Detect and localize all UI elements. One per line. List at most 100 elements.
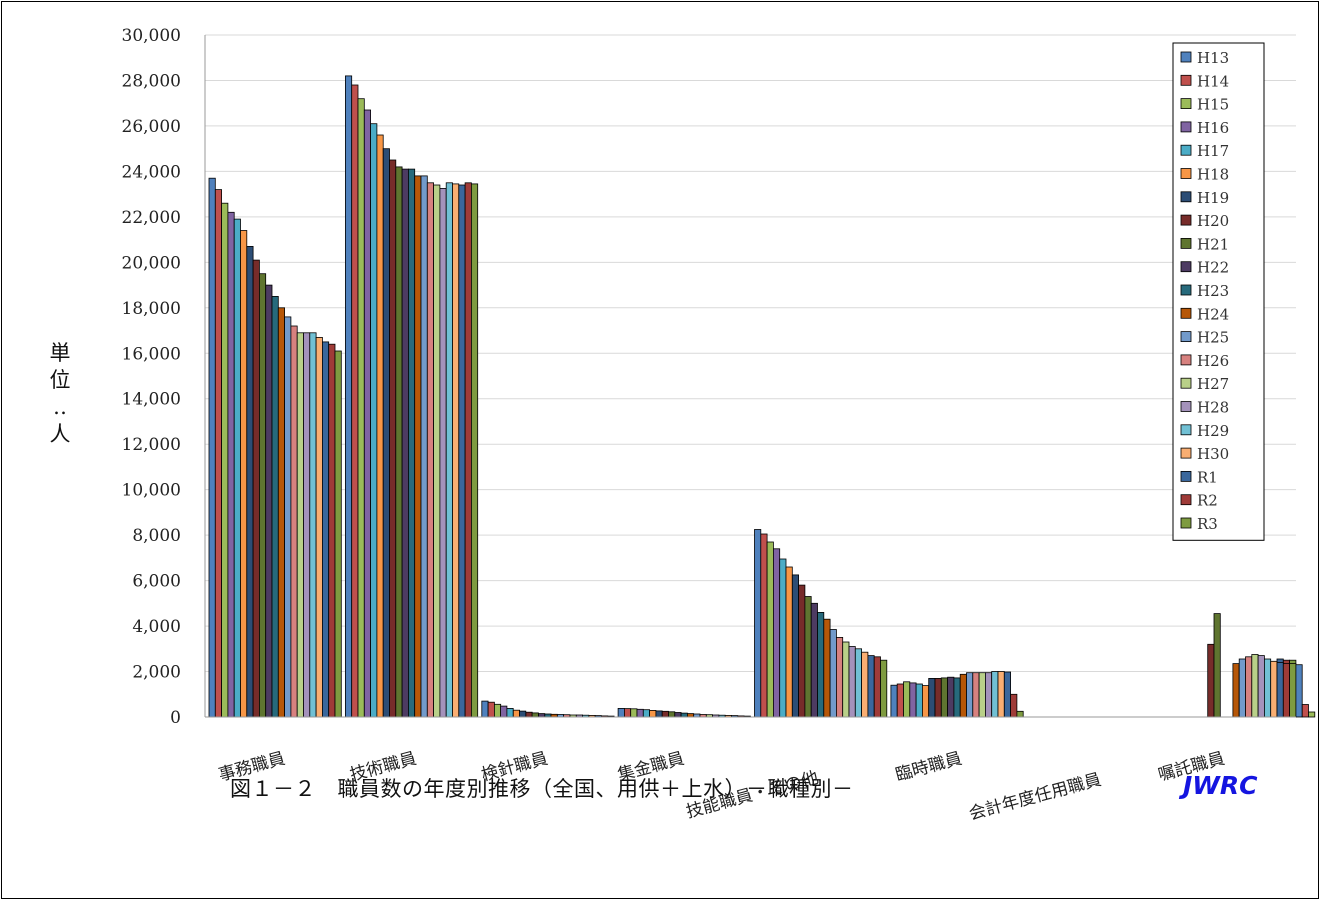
- bar-H18-1: [376, 134, 384, 718]
- bar-H13-4: [754, 529, 762, 718]
- bar-H18-0: [240, 230, 248, 718]
- legend-label: H29: [1197, 422, 1229, 440]
- bar-H20-7: [1207, 643, 1215, 718]
- bar-H20-0: [252, 259, 260, 718]
- legend-label: R1: [1197, 468, 1218, 486]
- y-tick-label: 18,000: [122, 299, 181, 319]
- bars-group: [208, 75, 1316, 718]
- bar-H14-0: [214, 189, 223, 718]
- legend-label: H17: [1197, 142, 1229, 160]
- bar-H23-0: [271, 295, 279, 718]
- bar-H13-5: [890, 684, 898, 718]
- bar-tail-3: [1257, 655, 1265, 718]
- y-tick-label: 22,000: [122, 208, 181, 228]
- legend-swatch: [1180, 74, 1192, 86]
- bar-H27-5: [978, 672, 986, 718]
- legend-swatch: [1180, 237, 1192, 249]
- y-tick-label: 4,000: [132, 617, 181, 637]
- bar-H28-0: [303, 332, 311, 718]
- y-tick-label: 24,000: [122, 162, 181, 182]
- bar-H14-4: [760, 533, 768, 718]
- bar-H26-4: [836, 637, 844, 718]
- legend-swatch: [1180, 354, 1192, 366]
- bar-H26-0: [290, 325, 298, 718]
- bar-H22-3: [674, 712, 682, 718]
- bar-H16-2: [500, 705, 508, 718]
- bar-H23-1: [407, 168, 416, 718]
- bar-R1-5: [1003, 671, 1011, 718]
- category-label: 臨時職員: [893, 749, 964, 786]
- y-tick-labels: 0 2,000 4,000 6,000 8,000 10,000 12,000 14,000 1…: [122, 26, 181, 728]
- bar-H16-5: [909, 682, 917, 718]
- bar-H22-2: [538, 713, 546, 718]
- bar-H24-5: [959, 673, 967, 718]
- bar-H19-5: [928, 678, 936, 718]
- category-label: 会計年度任用職員: [967, 770, 1104, 825]
- legend-label: H24: [1197, 305, 1229, 323]
- bar-H20-4: [798, 584, 806, 718]
- bar-H28-4: [848, 646, 856, 718]
- legend-swatch: [1180, 144, 1192, 156]
- legend-swatch: [1180, 261, 1192, 273]
- bar-H26-1: [426, 182, 434, 718]
- legend-label: H16: [1197, 119, 1229, 137]
- bar-H18-4: [785, 566, 793, 718]
- bar-H20-1: [389, 159, 397, 718]
- y-tick-label: 12,000: [122, 435, 181, 455]
- bar-H30-5: [997, 671, 1005, 718]
- bar-H20-5: [934, 678, 942, 718]
- bar-H24-3: [687, 713, 695, 718]
- legend-label: H20: [1197, 212, 1229, 230]
- legend-swatch: [1180, 284, 1192, 296]
- bar-H15-2: [493, 703, 502, 718]
- bar-H28-5: [985, 672, 993, 718]
- bar-H30-1: [452, 183, 460, 718]
- bar-H27-4: [842, 641, 850, 718]
- legend-label: H28: [1197, 399, 1229, 417]
- bar-tail-1: [1245, 656, 1253, 718]
- bar-H16-4: [773, 548, 781, 718]
- bar-H15-3: [630, 708, 638, 718]
- legend-swatch: [1180, 191, 1192, 203]
- legend: H13 H14 H15 H16 H17 H18 H19 H20 H21 H22 H23 H24 H25 H…: [1172, 42, 1265, 541]
- bar-tail-9: [1295, 664, 1303, 718]
- legend-label: H18: [1197, 166, 1229, 184]
- legend-swatch: [1180, 447, 1192, 459]
- bar-H14-3: [624, 708, 632, 718]
- bar-H17-4: [779, 558, 787, 718]
- bar-H29-0: [309, 332, 317, 718]
- bar-tail-2: [1251, 654, 1259, 718]
- bar-H17-5: [915, 683, 923, 718]
- y-tick-label: 0: [170, 708, 181, 728]
- legend-label: H19: [1197, 189, 1229, 207]
- bar-tail-10: [1301, 704, 1309, 718]
- bar-H22-4: [810, 602, 818, 718]
- bar-R2-1: [464, 182, 472, 718]
- bar-H19-4: [791, 574, 799, 718]
- bar-tail-5: [1270, 660, 1278, 718]
- bar-H21-3: [668, 711, 676, 718]
- bar-H24-4: [823, 618, 831, 718]
- bar-H22-0: [265, 284, 273, 718]
- legend-label: H15: [1197, 96, 1229, 114]
- legend-label: H21: [1197, 235, 1229, 253]
- legend-label: H23: [1197, 282, 1229, 300]
- bar-H19-1: [382, 148, 390, 718]
- bar-H24-1: [414, 175, 422, 718]
- bar-H22-1: [401, 168, 409, 718]
- bar-R1-4: [867, 655, 875, 718]
- bar-H27-1: [433, 184, 441, 718]
- bar-R1-1: [458, 184, 466, 718]
- legend-swatch: [1180, 494, 1192, 506]
- bar-H16-3: [636, 708, 644, 718]
- legend-label: H30: [1197, 445, 1229, 463]
- bar-H21-5: [940, 677, 948, 718]
- bar-tail-11: [1308, 711, 1316, 718]
- y-tick-label: 14,000: [122, 390, 181, 410]
- bar-H18-3: [649, 710, 657, 718]
- bar-R3-4: [880, 659, 888, 718]
- legend-swatch: [1180, 214, 1192, 226]
- bar-H15-0: [221, 202, 229, 718]
- legend-label: H13: [1197, 49, 1229, 67]
